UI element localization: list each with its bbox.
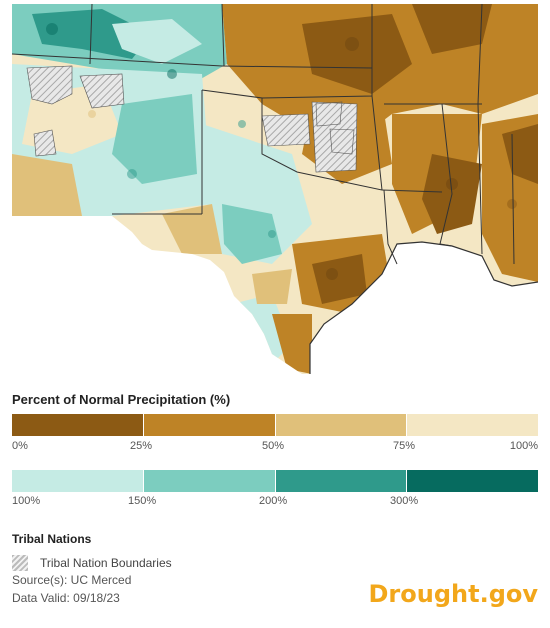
tick-0: 0%	[12, 440, 28, 452]
dry-color-bar	[12, 414, 538, 436]
tick-100-wet: 100%	[12, 495, 41, 507]
legend-swatch-75-100	[407, 414, 538, 436]
legend-swatch-150-200	[143, 470, 276, 492]
legend-swatch-25-50	[143, 414, 276, 436]
tick-200: 200%	[259, 495, 288, 507]
drought-gov-logo: Drought.gov	[368, 580, 539, 608]
tribal-boundaries	[26, 65, 358, 173]
precipitation-raster	[12, 4, 538, 374]
valid-date-text: Data Valid: 09/18/23	[12, 591, 120, 605]
dry-tick-labels: 0% 25% 50% 75% 100%	[12, 440, 538, 456]
tick-100: 100%	[509, 440, 538, 452]
wet-color-bar	[12, 470, 538, 492]
tick-75: 75%	[393, 440, 416, 452]
wet-tick-labels: 100% 150% 200% 300%	[12, 495, 538, 511]
hatch-swatch-icon	[12, 555, 28, 571]
legend-swatch-50-75	[275, 414, 408, 436]
map-canvas	[12, 4, 538, 374]
precipitation-map	[12, 4, 538, 380]
tribal-legend-label: Tribal Nation Boundaries	[40, 556, 172, 570]
legend-swatch-200-300	[275, 470, 408, 492]
gulf-coastline	[309, 241, 538, 374]
tick-300: 300%	[390, 495, 419, 507]
texture-speckle	[46, 23, 517, 280]
tick-25: 25%	[130, 440, 153, 452]
tick-50: 50%	[262, 440, 285, 452]
tribal-legend-row: Tribal Nation Boundaries	[12, 555, 172, 571]
legend-title: Percent of Normal Precipitation (%)	[12, 392, 231, 407]
legend-swatch-0-25	[12, 414, 144, 436]
legend-swatch-100-150	[12, 470, 144, 492]
source-text: Source(s): UC Merced	[12, 573, 132, 587]
tribal-section-title: Tribal Nations	[12, 532, 92, 546]
tick-150: 150%	[128, 495, 157, 507]
legend-swatch-300-plus	[407, 470, 538, 492]
